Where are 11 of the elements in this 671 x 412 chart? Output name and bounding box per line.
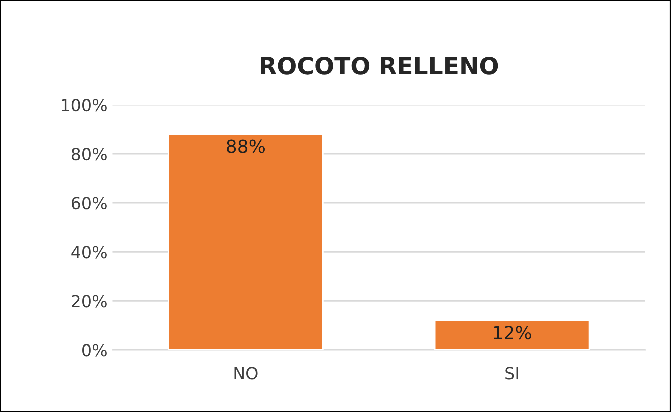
chart-title: ROCOTO RELLENO [261, 56, 498, 75]
x-tick-label: NO [234, 367, 258, 380]
data-label: 88% [227, 140, 265, 154]
y-tick-label: 100% [62, 99, 107, 112]
data-label: 12% [494, 326, 532, 340]
y-tick-label: 40% [72, 246, 107, 259]
y-tick-label: 80% [72, 148, 107, 161]
y-tick-label: 60% [72, 197, 107, 210]
x-tick-label: SI [506, 367, 518, 380]
y-tick-label: 0% [82, 344, 107, 357]
y-tick-label: 20% [72, 295, 107, 308]
